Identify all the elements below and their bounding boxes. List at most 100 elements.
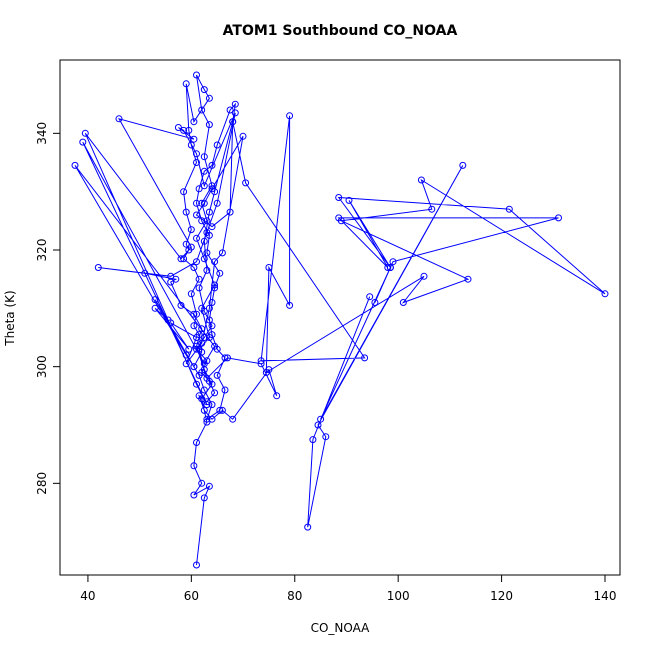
data-point	[193, 334, 200, 341]
data-point	[190, 363, 198, 371]
data-point	[203, 229, 211, 236]
data-point	[198, 106, 206, 114]
data-point	[193, 380, 200, 388]
data-point	[208, 182, 216, 190]
data-point	[335, 214, 343, 222]
data-point	[601, 290, 609, 298]
data-point	[198, 369, 206, 376]
data-point	[208, 322, 216, 330]
data-point	[198, 348, 206, 356]
data-point	[203, 374, 211, 382]
data-point	[193, 439, 200, 446]
data-point	[200, 255, 208, 263]
data-point	[205, 208, 213, 216]
data-point	[459, 161, 467, 169]
data-point	[190, 118, 198, 126]
data-point	[193, 258, 200, 266]
data-point	[190, 310, 198, 318]
data-point	[221, 386, 229, 394]
data-point	[174, 124, 182, 131]
y-tick-label: 280	[35, 472, 49, 495]
data-point	[151, 304, 159, 312]
x-tick-label: 80	[287, 589, 302, 603]
data-point	[141, 269, 149, 277]
data-point	[190, 462, 198, 470]
data-point	[273, 392, 281, 400]
data-point	[151, 296, 159, 304]
x-axis: 40 60 80 100 120 140	[80, 574, 616, 603]
data-point	[366, 293, 374, 301]
data-point	[211, 389, 219, 397]
data-point	[242, 179, 250, 187]
data-point	[208, 331, 216, 339]
data-point	[193, 234, 200, 242]
data-point	[221, 354, 229, 362]
data-point	[208, 415, 216, 423]
data-point	[182, 351, 190, 359]
data-point	[257, 360, 265, 368]
data-point	[361, 354, 369, 362]
data-point	[203, 418, 211, 426]
data-point	[185, 126, 193, 134]
data-point	[231, 109, 239, 117]
data-point	[172, 275, 180, 283]
data-point	[187, 226, 195, 234]
series-layer	[71, 71, 609, 569]
y-tick-label: 300	[35, 355, 49, 378]
data-point	[213, 199, 221, 207]
data-point	[231, 100, 239, 108]
data-point	[193, 561, 200, 569]
data-point	[200, 153, 208, 161]
data-point	[115, 115, 123, 123]
data-point	[190, 322, 198, 330]
data-point	[167, 272, 175, 280]
data-point	[187, 141, 195, 149]
data-point	[314, 421, 322, 429]
data-point	[193, 310, 200, 318]
data-point	[203, 401, 211, 409]
data-point	[167, 319, 175, 327]
x-tick-label: 100	[387, 589, 410, 603]
data-point	[399, 299, 407, 306]
data-point	[208, 299, 216, 306]
data-point	[190, 264, 198, 271]
data-point	[239, 132, 247, 140]
data-point	[218, 406, 226, 414]
data-point	[203, 249, 211, 257]
data-point	[257, 357, 265, 365]
data-point	[211, 284, 219, 292]
data-point	[193, 150, 200, 158]
data-point	[193, 211, 200, 219]
data-point	[180, 255, 188, 263]
data-point	[81, 129, 89, 137]
data-point	[386, 264, 394, 271]
data-point	[200, 182, 208, 190]
data-point	[555, 214, 562, 222]
data-point	[216, 406, 224, 414]
data-point	[193, 345, 200, 353]
data-point	[317, 415, 325, 423]
data-point	[200, 199, 208, 207]
data-point	[71, 161, 79, 169]
data-point	[195, 185, 203, 193]
data-point	[180, 126, 188, 134]
data-point	[213, 371, 221, 379]
data-point	[200, 406, 208, 414]
data-point	[198, 479, 206, 487]
data-point	[420, 272, 428, 280]
x-tick-label: 120	[490, 589, 513, 603]
data-point	[208, 161, 216, 169]
data-point	[371, 299, 379, 306]
data-point	[79, 138, 87, 146]
data-point	[94, 264, 102, 271]
y-tick-label: 320	[35, 239, 49, 262]
data-point	[190, 135, 198, 143]
data-point	[198, 199, 206, 207]
data-point	[417, 176, 425, 184]
data-point	[190, 491, 198, 499]
data-point	[384, 264, 392, 271]
data-point	[200, 237, 208, 245]
data-point	[203, 217, 211, 225]
data-point	[322, 433, 330, 441]
